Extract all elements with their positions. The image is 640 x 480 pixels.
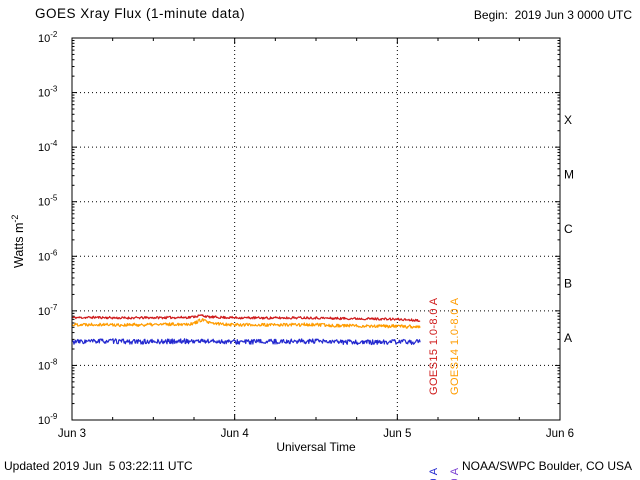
svg-text:A: A <box>564 331 572 345</box>
updated-timestamp: Updated 2019 Jun 5 03:22:11 UTC <box>4 459 193 473</box>
begin-label: Begin: 2019 Jun 3 0000 UTC <box>473 8 632 22</box>
svg-text:10-9: 10-9 <box>38 412 58 427</box>
x-axis-label: Universal Time <box>276 440 356 454</box>
y-axis-label-exponent: -2 <box>10 214 20 223</box>
svg-text:10-2: 10-2 <box>38 30 58 45</box>
svg-text:10-4: 10-4 <box>38 139 58 154</box>
y-axis-label-base: Watts m <box>12 222 27 268</box>
svg-text:10-7: 10-7 <box>38 303 58 318</box>
legend-goes14-long: GOES14 1.0-8.0 A <box>449 297 461 395</box>
svg-text:10-6: 10-6 <box>38 248 58 263</box>
svg-text:Jun 4: Jun 4 <box>221 428 250 440</box>
source-attribution: NOAA/SWPC Boulder, CO USA <box>461 459 632 473</box>
y-axis-label: Watts m-2 <box>10 215 26 268</box>
svg-text:X: X <box>564 113 572 127</box>
svg-text:Jun 3: Jun 3 <box>58 428 86 440</box>
svg-text:Jun 5: Jun 5 <box>383 428 411 440</box>
svg-text:C: C <box>564 222 573 236</box>
svg-text:10-3: 10-3 <box>38 85 58 100</box>
svg-text:B: B <box>564 277 572 291</box>
chart-title: GOES Xray Flux (1-minute data) <box>35 6 246 21</box>
svg-text:M: M <box>564 167 574 181</box>
svg-text:10-5: 10-5 <box>38 194 58 209</box>
svg-text:10-8: 10-8 <box>38 357 58 372</box>
svg-text:Jun 6: Jun 6 <box>546 428 574 440</box>
